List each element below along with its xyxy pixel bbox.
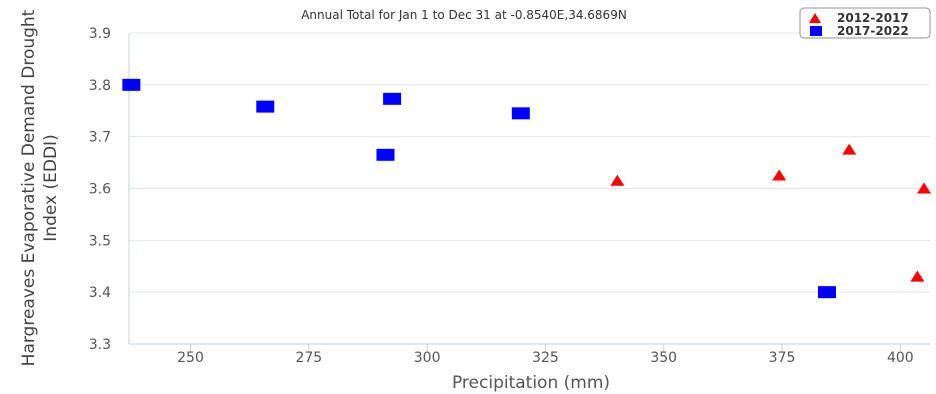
data-point-square[interactable]: [256, 100, 275, 113]
legend-triangle-marker: [809, 13, 821, 23]
x-axis-title: Precipitation (mm): [452, 373, 610, 393]
y-tick-label: 3.3: [89, 337, 111, 353]
legend-label-2017-2022[interactable]: 2017-2022: [837, 24, 909, 38]
data-series: [122, 78, 931, 299]
legend-square-marker: [810, 26, 822, 36]
chart-title: Annual Total for Jan 1 to Dec 31 at -0.8…: [301, 8, 627, 22]
y-tick-label: 3.4: [89, 285, 111, 301]
y-axis-title-line-1: Hargreaves Evaporative Demand Drought: [19, 9, 39, 366]
x-tick-label: 325: [532, 350, 559, 366]
y-tick-label: 3.7: [89, 130, 111, 146]
data-point-triangle[interactable]: [917, 182, 931, 194]
data-point-square[interactable]: [511, 107, 530, 120]
x-tick-label: 350: [650, 350, 677, 366]
legend[interactable]: 2012-2017 2017-2022: [799, 7, 931, 39]
x-tick-label: 275: [295, 350, 322, 366]
data-point-square[interactable]: [817, 286, 836, 299]
y-axis-title-line-2: Index (EDDI): [41, 134, 61, 241]
x-tick-label: 250: [177, 350, 204, 366]
y-axis-title: Hargreaves Evaporative Demand Drought In…: [19, 9, 61, 366]
x-tick-label: 400: [887, 350, 914, 366]
data-point-triangle[interactable]: [842, 143, 857, 155]
series-2017-2022: [122, 78, 836, 299]
data-point-triangle[interactable]: [610, 174, 625, 186]
y-tick-label: 3.6: [89, 182, 111, 198]
y-tick-label: 3.5: [89, 233, 111, 249]
legend-label-2012-2017[interactable]: 2012-2017: [837, 11, 909, 25]
x-tick-label: 300: [414, 350, 441, 366]
data-point-square[interactable]: [376, 148, 395, 161]
series-2012-2017: [610, 143, 931, 282]
y-tick-label: 3.8: [89, 78, 111, 94]
data-point-triangle[interactable]: [910, 270, 925, 282]
data-point-square[interactable]: [383, 92, 402, 105]
y-axis-ticks: 3.3 3.4 3.5 3.6 3.7 3.8 3.9: [89, 26, 111, 353]
grid-lines: [129, 32, 930, 293]
x-axis-ticks: 250 275 300 325 350 375 400: [177, 344, 914, 366]
data-point-square[interactable]: [122, 78, 141, 91]
data-point-triangle[interactable]: [772, 169, 787, 181]
x-tick-label: 375: [769, 350, 796, 366]
legend-box: [799, 7, 931, 39]
y-tick-label: 3.9: [89, 26, 111, 42]
